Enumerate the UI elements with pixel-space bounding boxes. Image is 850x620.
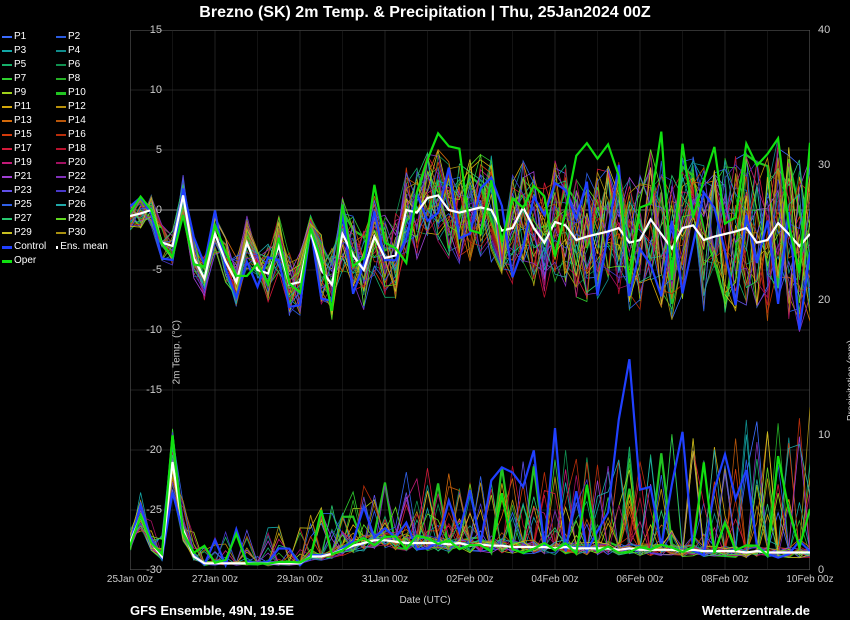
legend-label: P28 [68,212,86,226]
legend-item-p10: P10 [56,86,108,100]
legend-item-p21: P21 [2,170,54,184]
legend-item-p3: P3 [2,44,54,58]
y-left-tick: 5 [132,144,162,156]
legend-label: P24 [68,184,86,198]
legend-item-p30: P30 [56,226,108,240]
legend-item-p4: P4 [56,44,108,58]
legend-item-p8: P8 [56,72,108,86]
legend-label: P23 [14,184,32,198]
y-left-tick: -5 [132,264,162,276]
y-right-tick: 40 [818,24,846,36]
y-right-tick: 10 [818,429,846,441]
footer-source: GFS Ensemble, 49N, 19.5E [130,603,294,618]
x-tick: 02Feb 00z [446,574,493,585]
legend-item-p25: P25 [2,198,54,212]
legend-label: P12 [68,100,86,114]
legend-label: P25 [14,198,32,212]
legend-item-p15: P15 [2,128,54,142]
y-left-tick: -15 [132,384,162,396]
x-tick: 31Jan 00z [362,574,408,585]
legend-label: P18 [68,142,86,156]
y-right-tick: 20 [818,294,846,306]
legend-item-p22: P22 [56,170,108,184]
x-tick: 29Jan 00z [277,574,323,585]
legend-label: P13 [14,114,32,128]
legend-item-p26: P26 [56,198,108,212]
legend-label: P27 [14,212,32,226]
legend-item-oper: Oper [2,254,54,268]
legend-item-p5: P5 [2,58,54,72]
legend-label: P14 [68,114,86,128]
legend-item-p9: P9 [2,86,54,100]
legend-item-p6: P6 [56,58,108,72]
legend-label: P5 [14,58,26,72]
x-tick: 25Jan 00z [107,574,153,585]
legend-label: P11 [14,100,31,114]
legend-label: P29 [14,226,32,240]
legend-item-p29: P29 [2,226,54,240]
legend-item-p11: P11 [2,100,54,114]
legend-item-p16: P16 [56,128,108,142]
x-tick: 06Feb 00z [616,574,663,585]
legend-item-p20: P20 [56,156,108,170]
legend-label: P22 [68,170,86,184]
y-left-tick: 0 [132,204,162,216]
legend-label: P4 [68,44,80,58]
legend-item-p28: P28 [56,212,108,226]
legend-label: P17 [14,142,32,156]
y-right-label: Precipitation (mm) [846,340,850,421]
x-tick: 04Feb 00z [531,574,578,585]
x-tick: 08Feb 00z [701,574,748,585]
legend-item-p17: P17 [2,142,54,156]
legend-item-p12: P12 [56,100,108,114]
legend-label: P26 [68,198,86,212]
legend-label: P10 [68,86,86,100]
legend-label: P30 [68,226,86,240]
legend-item-p7: P7 [2,72,54,86]
x-tick: 27Jan 00z [192,574,238,585]
legend-label: P1 [14,30,26,44]
legend-item-ens--mean: Ens. mean [56,240,108,254]
chart-container: Brezno (SK) 2m Temp. & Precipitation | T… [0,0,850,620]
legend-item-p27: P27 [2,212,54,226]
legend-item-p23: P23 [2,184,54,198]
legend-item-p18: P18 [56,142,108,156]
legend-item-p13: P13 [2,114,54,128]
legend-label: P16 [68,128,86,142]
legend-label: P9 [14,86,26,100]
y-left-label: 2m Temp. (°C) [171,320,182,384]
plot-svg [130,30,810,570]
legend-item-p24: P24 [56,184,108,198]
legend-item-control: Control [2,240,54,254]
legend: P1P2P3P4P5P6P7P8P9P10P11P12P13P14P15P16P… [2,30,108,268]
y-left-tick: -10 [132,324,162,336]
plot-area [130,30,810,570]
legend-label: P19 [14,156,32,170]
legend-item-p14: P14 [56,114,108,128]
legend-label: P8 [68,72,80,86]
y-right-tick: 30 [818,159,846,171]
legend-label: Ens. mean [60,240,108,254]
x-tick: 10Feb 00z [786,574,833,585]
legend-label: P3 [14,44,26,58]
legend-label: P7 [14,72,26,86]
y-left-tick: 15 [132,24,162,36]
y-left-tick: -20 [132,444,162,456]
y-left-tick: 10 [132,84,162,96]
legend-label: Control [14,240,46,254]
legend-label: P20 [68,156,86,170]
y-left-tick: -25 [132,504,162,516]
legend-label: P21 [14,170,32,184]
footer-attribution: Wetterzentrale.de [702,603,810,618]
legend-label: P6 [68,58,80,72]
legend-item-p19: P19 [2,156,54,170]
legend-item-p1: P1 [2,30,54,44]
legend-label: P15 [14,128,32,142]
chart-title: Brezno (SK) 2m Temp. & Precipitation | T… [0,4,850,22]
legend-label: P2 [68,30,80,44]
legend-label: Oper [14,254,36,268]
legend-item-p2: P2 [56,30,108,44]
